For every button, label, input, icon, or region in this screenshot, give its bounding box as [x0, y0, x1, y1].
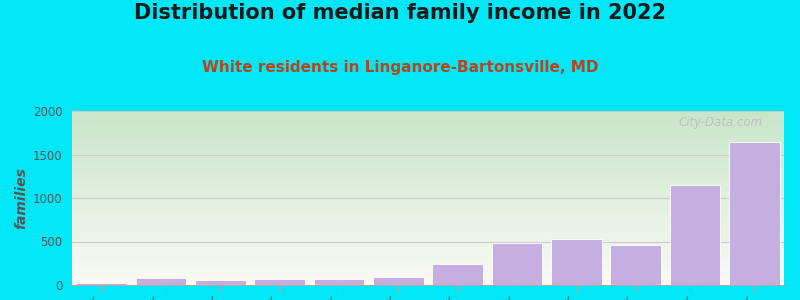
Bar: [195, 280, 246, 285]
Bar: [373, 277, 423, 285]
Text: City-Data.com: City-Data.com: [678, 116, 762, 129]
Bar: [670, 185, 720, 285]
Bar: [254, 279, 305, 285]
Bar: [77, 284, 127, 285]
Text: White residents in Linganore-Bartonsville, MD: White residents in Linganore-Bartonsvill…: [202, 60, 598, 75]
Text: Distribution of median family income in 2022: Distribution of median family income in …: [134, 3, 666, 23]
Bar: [433, 264, 483, 285]
Bar: [136, 278, 186, 285]
Bar: [314, 279, 364, 285]
Bar: [551, 239, 602, 285]
Y-axis label: families: families: [14, 167, 29, 229]
Bar: [492, 243, 542, 285]
Bar: [729, 142, 779, 285]
Bar: [610, 245, 661, 285]
